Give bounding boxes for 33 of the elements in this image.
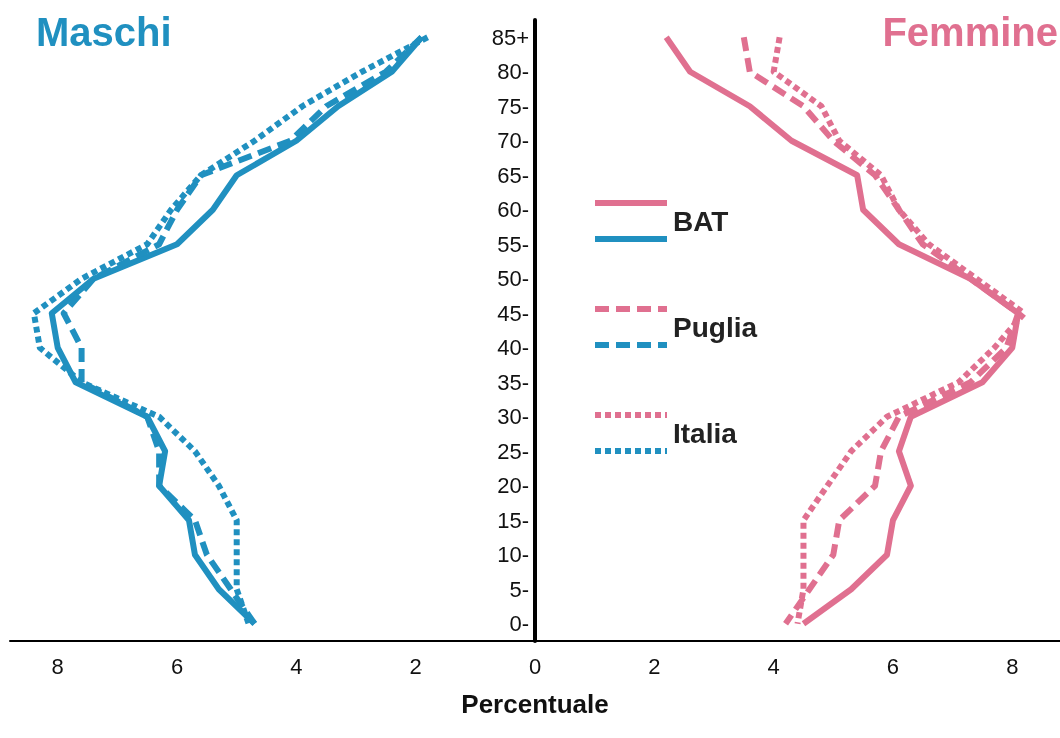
y-tick-label: 70- [497,128,529,154]
y-tick-label: 45- [497,300,529,326]
y-tick-label: 80- [497,59,529,85]
x-tick-label: 0 [528,653,542,679]
y-tick-label: 5- [509,576,529,602]
x-tick-label: 8 [1006,653,1019,679]
y-tick-label: 40- [497,335,529,361]
y-tick-label: 85+ [491,24,529,50]
annotation: Maschi [36,10,172,54]
x-tick-label: 8 [51,653,64,679]
x-axis-title: Percentuale [461,689,609,719]
y-tick-label: 10- [497,542,529,568]
y-tick-label: 55- [497,231,529,257]
x-tick-label: 2 [648,653,661,679]
x-tick-label: 6 [170,653,184,679]
y-tick-label: 20- [497,473,529,499]
x-tick-label: 4 [290,653,303,679]
annotation: Femmine [882,10,1058,54]
y-tick-label: 60- [497,197,529,223]
y-tick-label: 15- [497,507,529,533]
y-tick-label: 0- [509,611,529,637]
y-tick-label: 30- [497,404,529,430]
legend-label: BAT [673,205,729,237]
x-tick-label: 2 [409,653,422,679]
x-tick-label: 6 [886,653,900,679]
y-tick-label: 35- [497,369,529,395]
x-tick-label: 4 [767,653,780,679]
y-tick-label: 75- [497,93,529,119]
y-tick-label: 25- [497,438,529,464]
y-tick-label: 65- [497,162,529,188]
y-tick-label: 50- [497,266,529,292]
legend-label: Italia [673,417,738,449]
legend-label: Puglia [673,311,758,343]
